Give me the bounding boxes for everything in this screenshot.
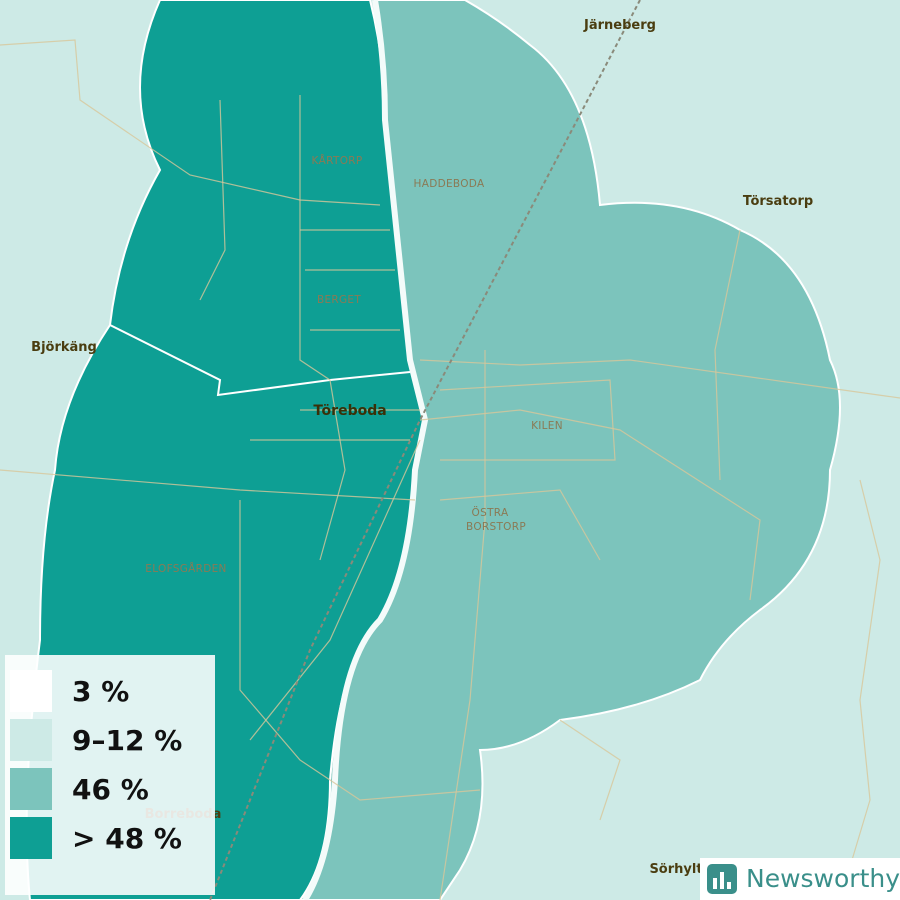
- place-label: Töreboda: [313, 403, 386, 419]
- legend-label: 3 %: [72, 675, 129, 708]
- legend-label: 46 %: [72, 773, 149, 806]
- legend-swatch: [10, 768, 52, 810]
- brand-logo: Newsworthy: [700, 858, 900, 900]
- place-label: KÅRTORP: [311, 154, 362, 167]
- place-label: HADDEBODA: [414, 178, 485, 190]
- legend-label: 9–12 %: [72, 724, 182, 757]
- place-label: Björkäng: [31, 340, 97, 355]
- place-label: Törsatorp: [743, 194, 813, 209]
- railway: [209, 0, 641, 900]
- brand-name: Newsworthy: [746, 864, 900, 893]
- legend-label: > 48 %: [72, 822, 182, 855]
- legend: 3 % 9–12 % 46 % > 48 %: [10, 670, 182, 859]
- place-label: Järneberg: [583, 18, 656, 33]
- boundary: [109, 324, 411, 397]
- place-label: Sörhylt: [649, 862, 702, 877]
- place-label: ELOFSGÅRDEN: [145, 562, 226, 575]
- legend-swatch: [10, 817, 52, 859]
- legend-swatch: [10, 719, 52, 761]
- roads: [0, 39, 900, 900]
- place-label: KILEN: [531, 420, 563, 432]
- river: [302, 0, 429, 900]
- place-label: BERGET: [317, 294, 361, 306]
- place-label: ÖSTRA: [472, 506, 509, 519]
- legend-swatch: [10, 670, 52, 712]
- place-label: BORSTORP: [466, 521, 526, 533]
